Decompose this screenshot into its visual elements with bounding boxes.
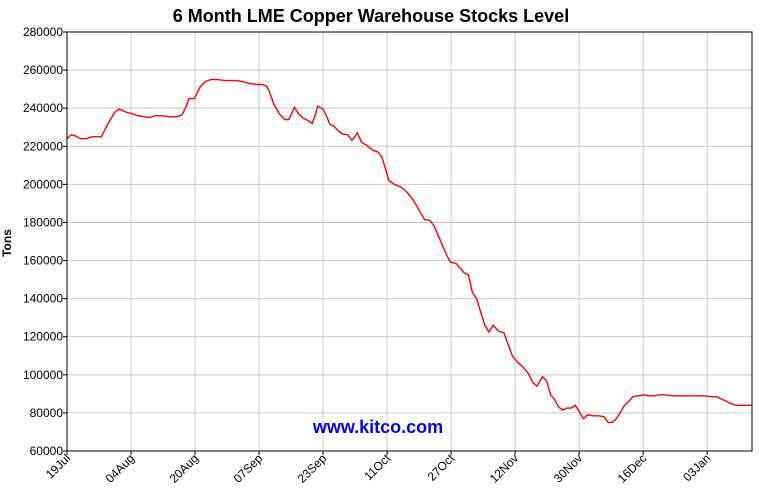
series-line xyxy=(66,78,752,424)
y-axis-label: Tons xyxy=(0,229,14,257)
grid xyxy=(67,31,752,452)
y-axis-ticks: 280000 260000 240000 220000 200000 180000 1600… xyxy=(23,25,67,458)
watermark-text: www.kitco.com xyxy=(312,417,443,437)
y-tick-label: 200000 xyxy=(23,177,63,191)
y-tick-label: 160000 xyxy=(23,254,63,268)
y-tick-label: 180000 xyxy=(23,215,63,229)
x-tick-label: 03Jan xyxy=(680,451,713,484)
x-tick-label: 23Sep xyxy=(295,451,330,486)
x-tick-label: 11Oct xyxy=(361,451,393,483)
chart-title: 6 Month LME Copper Warehouse Stocks Leve… xyxy=(173,6,569,26)
x-tick-label: 07Sep xyxy=(231,451,266,486)
x-tick-label: 20Aug xyxy=(167,451,201,485)
x-tick-label: 12Nov xyxy=(487,451,521,485)
y-tick-label: 220000 xyxy=(23,139,63,153)
y-tick-label: 240000 xyxy=(23,101,63,115)
x-tick-label: 04Aug xyxy=(103,451,137,485)
plot-frame xyxy=(66,31,753,452)
y-tick-label: 140000 xyxy=(23,292,63,306)
y-tick-label: 60000 xyxy=(30,444,64,458)
x-tick-label: 30Nov xyxy=(551,451,585,485)
y-tick-label: 80000 xyxy=(30,406,64,420)
y-tick-label: 280000 xyxy=(23,25,63,39)
y-tick-label: 100000 xyxy=(23,368,63,382)
x-tick-label: 27Oct xyxy=(425,451,458,484)
y-tick-label: 120000 xyxy=(23,330,63,344)
x-axis-ticks: 19Jul 04Aug 20Aug 07Sep 23Sep 11Oct 27Oct 12Nov… xyxy=(43,451,713,486)
y-tick-label: 260000 xyxy=(23,63,63,77)
x-tick-label: 16Dec xyxy=(615,451,649,485)
